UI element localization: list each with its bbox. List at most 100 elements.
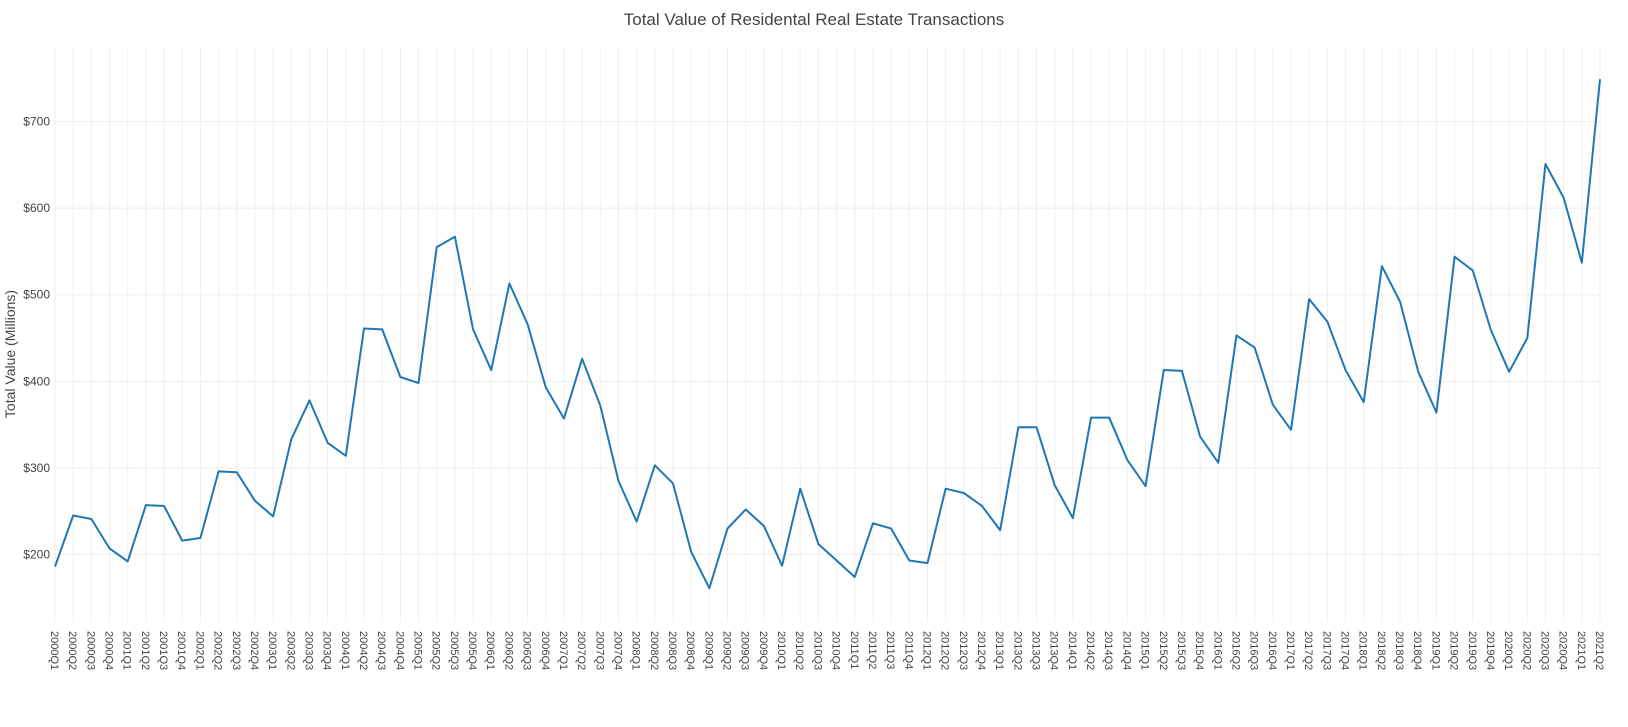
x-tick-label: 2016Q1: [1211, 631, 1223, 670]
y-tick-label: $600: [23, 201, 50, 215]
x-tick-label: 2001Q2: [139, 631, 151, 670]
y-tick-label: $400: [23, 374, 50, 388]
data-point: [907, 559, 911, 563]
data-point: [344, 454, 348, 458]
y-tick-label: $500: [23, 288, 50, 302]
x-tick-label: 2000Q3: [84, 631, 96, 670]
x-tick-label: 2011Q4: [902, 631, 914, 669]
x-tick-label: 2017Q2: [1302, 631, 1314, 670]
data-point: [1471, 269, 1475, 273]
x-tick-label: 2008Q4: [684, 631, 696, 670]
x-tick-label: 2013Q1: [993, 631, 1005, 670]
x-tick-label: 2003Q4: [321, 631, 333, 670]
data-point: [471, 327, 475, 331]
y-tick-label: $200: [23, 547, 50, 561]
data-point: [1507, 370, 1511, 374]
x-tick-label: 2011Q1: [848, 631, 860, 669]
data-point: [307, 398, 311, 402]
x-tick-label: 2009Q3: [739, 631, 751, 670]
y-tick-label: $300: [23, 461, 50, 475]
data-point: [253, 499, 257, 503]
data-point: [816, 542, 820, 546]
data-point: [1289, 428, 1293, 432]
x-tick-label: 2018Q3: [1393, 631, 1405, 670]
x-tick-label: 2013Q4: [1048, 631, 1060, 670]
x-tick-label: 2017Q3: [1320, 631, 1332, 670]
x-tick-label: 2012Q4: [975, 631, 987, 670]
data-point: [1489, 328, 1493, 332]
data-point: [126, 559, 130, 563]
x-tick-label: 2011Q3: [884, 631, 896, 669]
data-point: [162, 504, 166, 508]
x-tick-label: 2016Q3: [1248, 631, 1260, 670]
x-tick-label: 2005Q4: [466, 631, 478, 670]
x-tick-label: 2002Q4: [248, 631, 260, 670]
data-point: [1198, 435, 1202, 439]
data-point: [1253, 346, 1257, 350]
data-point: [1525, 336, 1529, 340]
data-point: [271, 514, 275, 518]
data-point: [980, 504, 984, 508]
data-point: [798, 487, 802, 491]
x-tick-label: 2020Q3: [1538, 631, 1550, 670]
data-point: [1053, 483, 1057, 487]
chart-title: Total Value of Residental Real Estate Tr…: [624, 10, 1005, 29]
x-tick-label: 2014Q4: [1120, 631, 1132, 670]
x-tick-label: 2003Q3: [302, 631, 314, 670]
data-point: [453, 235, 457, 239]
data-point: [889, 526, 893, 530]
data-point: [417, 381, 421, 385]
data-point: [871, 521, 875, 525]
x-tick-label: 2021Q1: [1575, 631, 1587, 670]
x-tick-label: 2007Q2: [575, 631, 587, 670]
x-tick-label: 2006Q1: [484, 631, 496, 670]
data-point: [1434, 410, 1438, 414]
data-point: [944, 487, 948, 491]
x-tick-label: 2007Q1: [557, 631, 569, 670]
data-point: [326, 441, 330, 445]
data-point: [71, 514, 75, 518]
x-tick-label: 2019Q3: [1466, 631, 1478, 670]
data-point: [616, 479, 620, 483]
x-tick-label: 2012Q3: [957, 631, 969, 670]
x-tick-label: 2019Q4: [1484, 631, 1496, 670]
x-tick-label: 2015Q4: [1193, 631, 1205, 670]
x-tick-label: 2004Q1: [339, 631, 351, 670]
series-line: [54, 79, 1601, 590]
data-point: [1398, 300, 1402, 304]
data-point: [1562, 196, 1566, 200]
data-point: [507, 281, 511, 285]
y-gridlines: [55, 121, 1600, 555]
series-layer: [54, 79, 1601, 590]
data-point: [653, 463, 657, 467]
data-point: [762, 524, 766, 528]
x-tick-label: 2018Q4: [1411, 631, 1423, 670]
x-tick-label: 2006Q4: [539, 631, 551, 670]
x-tick-label: 2007Q4: [611, 631, 623, 670]
data-point: [689, 550, 693, 554]
x-tick-label: 2000Q2: [66, 631, 78, 670]
y-axis-ticks: $200 $300 $400 $500 $600 $700: [23, 115, 50, 562]
data-point: [1453, 255, 1457, 259]
x-tick-label: 2014Q3: [1102, 631, 1114, 670]
x-tick-label: 2021Q2: [1593, 631, 1605, 670]
x-tick-label: 2012Q2: [939, 631, 951, 670]
x-tick-label: 2020Q1: [1502, 631, 1514, 670]
data-point: [180, 539, 184, 543]
data-point: [198, 536, 202, 540]
x-tick-label: 2001Q1: [121, 631, 133, 670]
x-tick-label: 2005Q2: [430, 631, 442, 670]
data-point: [1016, 425, 1020, 429]
x-tick-label: 2004Q2: [357, 631, 369, 670]
x-tick-label: 2003Q1: [266, 631, 278, 670]
x-tick-label: 2016Q2: [1229, 631, 1241, 670]
data-point: [1307, 297, 1311, 301]
x-tick-label: 2010Q2: [793, 631, 805, 670]
x-tick-label: 2001Q4: [175, 631, 187, 670]
x-tick-label: 2002Q3: [230, 631, 242, 670]
data-point: [962, 491, 966, 495]
data-point: [526, 322, 530, 326]
x-tick-label: 2008Q2: [648, 631, 660, 670]
data-point: [635, 520, 639, 524]
